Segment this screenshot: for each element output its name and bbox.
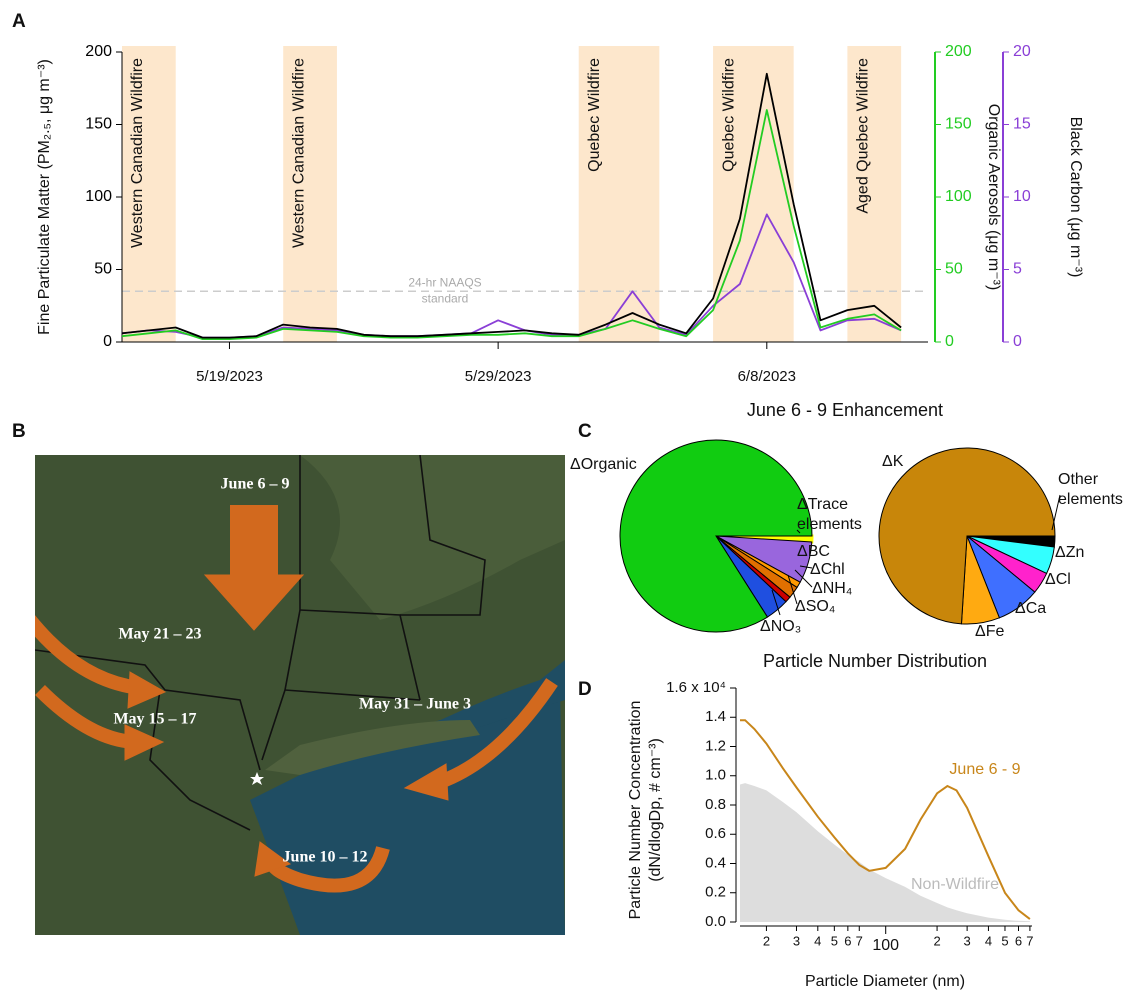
pie-label: ΔNH₄ xyxy=(812,580,852,597)
x-tick-label: 5/19/2023 xyxy=(196,368,263,385)
pie-label: ΔNO₃ xyxy=(760,618,801,635)
pie-label: ΔZn xyxy=(1055,544,1084,561)
y3-tick-label: 15 xyxy=(1013,116,1031,133)
chart-title: Particle Number Distribution xyxy=(763,651,987,671)
pie-label: ΔSO₄ xyxy=(795,598,835,615)
y3-tick-label: 20 xyxy=(1013,43,1031,60)
map-label: June 6 – 9 xyxy=(221,476,290,493)
x-tick-label: 5/29/2023 xyxy=(465,368,532,385)
x-tick-label: 6 xyxy=(1015,933,1022,948)
y-label: Fine Particulate Matter (PM₂.₅, μg m⁻³) xyxy=(36,59,53,335)
pie-label: ΔOrganic xyxy=(570,456,637,473)
x-tick-label: 4 xyxy=(814,933,821,948)
x-tick-label: 6/8/2023 xyxy=(738,368,796,385)
x-tick-label: 5 xyxy=(831,933,838,948)
x-tick-label: 6 xyxy=(844,933,851,948)
y2-tick-label: 100 xyxy=(945,188,972,205)
y-tick-label: 150 xyxy=(85,116,112,133)
y3-tick-label: 5 xyxy=(1013,261,1022,278)
y2-tick-label: 50 xyxy=(945,261,963,278)
figure: June 6 – 9 May 21 – 23 May 15 – 17 May 31 –… xyxy=(0,0,1131,995)
map: June 6 – 9 May 21 – 23 May 15 – 17 May 31 –… xyxy=(15,455,565,935)
x-tick-label: 5 xyxy=(1001,933,1008,948)
panel-label: B xyxy=(12,421,26,442)
y-tick-label: 0.2 xyxy=(705,884,726,901)
y-tick-label: 1.4 xyxy=(705,708,726,725)
reference-label: standard xyxy=(422,291,469,305)
y-axis-label: (dN/dlogDp, # cm⁻³) xyxy=(647,738,664,882)
y-tick-label: 0.0 xyxy=(705,913,726,930)
y2-tick-label: 0 xyxy=(945,333,954,350)
x-tick-label: 3 xyxy=(964,933,971,948)
map-label: May 31 – June 3 xyxy=(359,696,471,713)
map-label: May 15 – 17 xyxy=(113,711,196,728)
pie-label: ΔCa xyxy=(1015,600,1046,617)
reference-label: 24-hr NAAQS xyxy=(408,275,481,289)
y-tick-label: 0.6 xyxy=(705,825,726,842)
y-tick-label: 50 xyxy=(94,261,112,278)
y-tick-label: 200 xyxy=(85,43,112,60)
event-label: Western Canadian Wildfire xyxy=(129,58,146,248)
panel-label: C xyxy=(578,421,592,442)
event-label: Aged Quebec Wildfire xyxy=(855,58,872,214)
x-tick-label: 4 xyxy=(985,933,992,948)
y-tick-label: 100 xyxy=(85,188,112,205)
y3-tick-label: 10 xyxy=(1013,188,1031,205)
pie-label: ΔK xyxy=(882,453,904,470)
series-name: Non-Wildfire xyxy=(911,876,999,893)
x-tick-label: 7 xyxy=(856,933,863,948)
x-axis-label: Particle Diameter (nm) xyxy=(805,973,965,990)
panel-label: D xyxy=(578,679,592,700)
series-name: June 6 - 9 xyxy=(949,761,1020,778)
y-tick-label: 0.8 xyxy=(705,796,726,813)
y-tick-label: 0.4 xyxy=(705,854,726,871)
y-tick-label: 0 xyxy=(103,333,112,350)
leader-line xyxy=(1052,495,1060,530)
pie-label: ΔCl xyxy=(1045,571,1071,588)
y-tick-label: 1.2 xyxy=(705,737,726,754)
x-tick-label: 2 xyxy=(933,933,940,948)
x-tick-label: 3 xyxy=(793,933,800,948)
pie-label: ΔBC xyxy=(797,543,830,560)
map-label: June 10 – 12 xyxy=(283,849,368,866)
y-tick-label: 1.6 x 10⁴ xyxy=(666,679,726,696)
y2-label: Organic Aerosols (μg m⁻³) xyxy=(985,104,1002,291)
x-tick-label: 7 xyxy=(1026,933,1033,948)
x-tick-label: 2 xyxy=(763,933,770,948)
y-tick-label: 1.0 xyxy=(705,767,726,784)
event-label: Quebec Wildfire xyxy=(720,58,737,172)
event-label: Quebec Wildfire xyxy=(586,58,603,172)
chart-title: June 6 - 9 Enhancement xyxy=(747,400,943,420)
y3-tick-label: 0 xyxy=(1013,333,1022,350)
y2-tick-label: 150 xyxy=(945,116,972,133)
y-axis-label: Particle Number Concentration xyxy=(627,701,644,920)
pie-label: ΔFe xyxy=(975,623,1004,640)
pie-label: ΔChl xyxy=(810,561,845,578)
y2-tick-label: 200 xyxy=(945,43,972,60)
x-tick-label: 100 xyxy=(872,937,899,954)
y3-label: Black Carbon (μg m⁻³) xyxy=(1067,117,1084,278)
event-label: Western Canadian Wildfire xyxy=(290,58,307,248)
map-label: May 21 – 23 xyxy=(118,626,201,643)
panel-label: A xyxy=(12,11,26,32)
